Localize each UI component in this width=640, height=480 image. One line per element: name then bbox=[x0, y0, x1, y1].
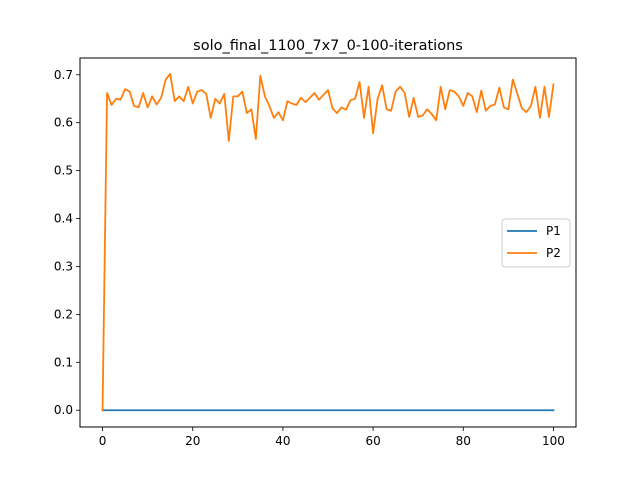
y-tick-label: 0.7 bbox=[54, 68, 73, 82]
legend: P1 P2 bbox=[501, 218, 571, 268]
axes-frame bbox=[79, 57, 577, 428]
y-tick-label: 0.4 bbox=[54, 212, 73, 226]
x-tick-label: 0 bbox=[99, 434, 107, 448]
y-tick-label: 0.1 bbox=[54, 355, 73, 369]
series-layer bbox=[101, 72, 555, 412]
x-tick-label: 80 bbox=[456, 434, 471, 448]
y-tick-label: 0.3 bbox=[54, 259, 73, 273]
x-tick-label: 60 bbox=[365, 434, 380, 448]
y-tick-label: 0.6 bbox=[54, 116, 73, 130]
y-tick-label: 0.2 bbox=[54, 307, 73, 321]
x-tick-label: 40 bbox=[275, 434, 290, 448]
y-tick-label: 0.0 bbox=[54, 403, 73, 417]
y-tick-label: 0.5 bbox=[54, 164, 73, 178]
legend-label-p1: P1 bbox=[546, 224, 561, 238]
plot-area bbox=[79, 57, 577, 428]
y-axis: 0.0 0.1 0.2 0.3 0.4 0.5 0.6 0.7 bbox=[54, 68, 80, 417]
series-line-p2 bbox=[101, 72, 555, 412]
legend-label-p2: P2 bbox=[546, 246, 561, 260]
x-tick-label: 100 bbox=[542, 434, 565, 448]
x-axis: 0 20 40 60 80 100 bbox=[99, 427, 565, 448]
x-tick-label: 20 bbox=[185, 434, 200, 448]
chart-title: solo_final_1100_7x7_0-100-iterations bbox=[193, 38, 463, 54]
